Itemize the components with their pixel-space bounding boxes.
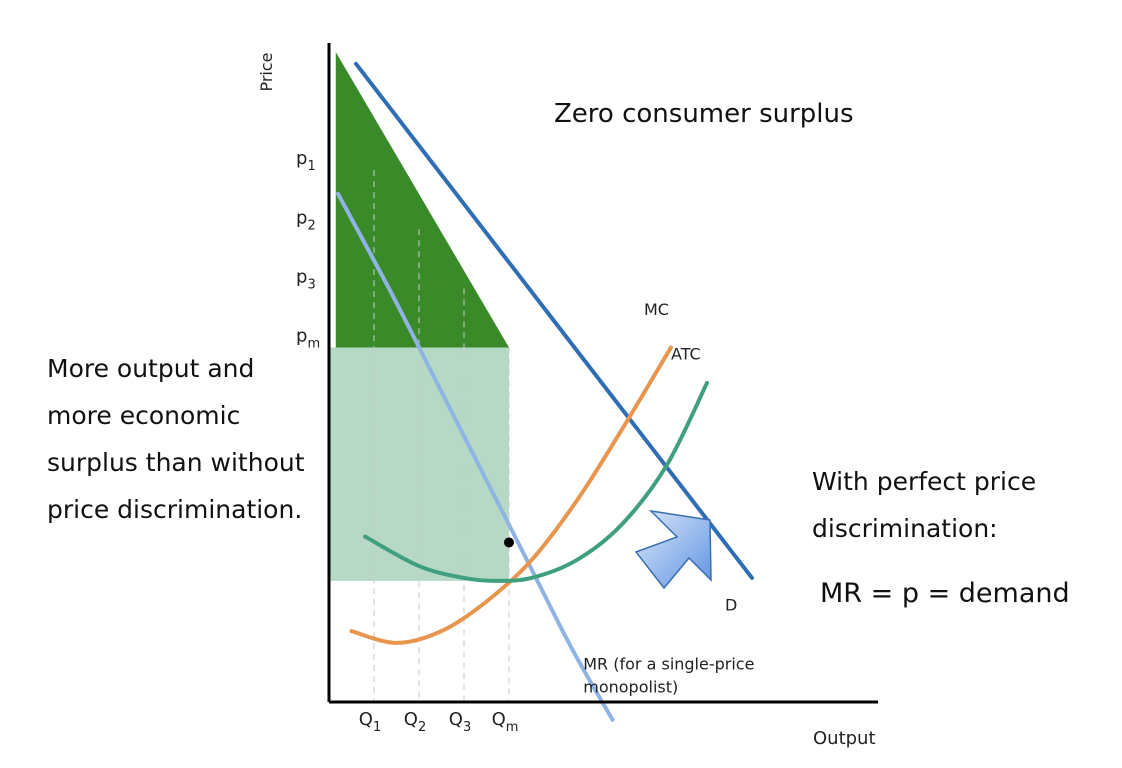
region-consumer-surplus-captured xyxy=(335,52,509,348)
curve-atc xyxy=(363,380,709,583)
curve-d xyxy=(354,61,754,580)
curve-mc xyxy=(349,345,673,645)
curve-mr xyxy=(336,191,615,722)
axes-layer xyxy=(327,43,878,704)
y-tick-pm: pm xyxy=(296,325,320,351)
x-tick-Q3: Q3 xyxy=(449,709,471,735)
curve-labels: MC ATC D MR (for a single-price monopolist) xyxy=(583,300,754,697)
x-tick-Q1: Q1 xyxy=(359,709,381,735)
left-note-text: More output and more economic surplus th… xyxy=(47,354,305,524)
regions-layer xyxy=(329,52,509,581)
label-mr-line-2: monopolist) xyxy=(583,678,678,697)
right-formula-text: MR = p = demand xyxy=(820,578,1070,609)
direction-arrow xyxy=(634,509,712,590)
y-axis-label: Price xyxy=(257,52,276,91)
x-tick-Qm: Qm xyxy=(492,709,519,735)
y-tick-p2: p2 xyxy=(296,207,316,233)
label-atc: ATC xyxy=(671,344,701,363)
y-tick-p3: p3 xyxy=(296,266,316,292)
tick-labels: Price Output p1 p2 p3 pm Q1 Q2 Q3 Qm xyxy=(257,52,876,749)
headline-text: Zero consumer surplus xyxy=(554,99,854,129)
equilibrium-point xyxy=(504,537,514,548)
x-tick-Q2: Q2 xyxy=(404,709,426,735)
arrow-shape xyxy=(634,509,712,590)
label-d: D xyxy=(725,595,737,614)
x-axis-label: Output xyxy=(813,728,876,749)
curves-layer xyxy=(336,61,754,722)
y-tick-p1: p1 xyxy=(296,148,316,174)
label-mc: MC xyxy=(644,300,669,319)
label-mr-line-1: MR (for a single-price xyxy=(583,655,754,674)
right-note-text: With perfect price discrimination: xyxy=(812,467,1037,543)
